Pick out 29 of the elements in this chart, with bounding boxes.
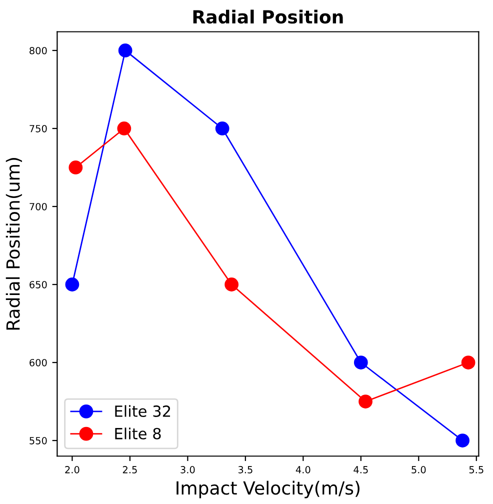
- x-axis-title: Impact Velocity(m/s): [176, 480, 360, 498]
- x-tick-label: 4.0: [296, 466, 310, 474]
- y-tick-label: 750: [30, 124, 47, 132]
- point: [358, 394, 372, 408]
- y-tick-label: 650: [30, 280, 47, 288]
- y-tick-label: 550: [30, 436, 47, 444]
- point: [456, 434, 470, 448]
- point: [68, 160, 83, 174]
- x-tick-label: 5.0: [412, 466, 426, 474]
- x-tick-label: 3.5: [238, 466, 252, 474]
- point: [65, 278, 80, 292]
- point: [117, 122, 132, 136]
- x-tick-label: 4.5: [354, 466, 368, 474]
- y-tick-label: 600: [30, 358, 47, 366]
- y-tick-label: 700: [30, 202, 47, 210]
- y-axis-title: Radial Position(um): [6, 158, 22, 330]
- legend-label: Elite 8: [115, 428, 161, 440]
- y-tick-label: 800: [30, 46, 47, 54]
- legend-label: Elite 32: [115, 405, 170, 417]
- point: [215, 122, 230, 136]
- point: [118, 44, 132, 58]
- point: [224, 278, 239, 292]
- x-tick-label: 3.0: [180, 466, 195, 474]
- x-tick-label: 5.5: [469, 466, 484, 474]
- point: [354, 356, 368, 370]
- point: [461, 356, 476, 370]
- x-tick-label: 2.5: [122, 466, 137, 474]
- x-tick-label: 2.0: [65, 466, 80, 474]
- chart-title: Radial Position: [193, 10, 343, 24]
